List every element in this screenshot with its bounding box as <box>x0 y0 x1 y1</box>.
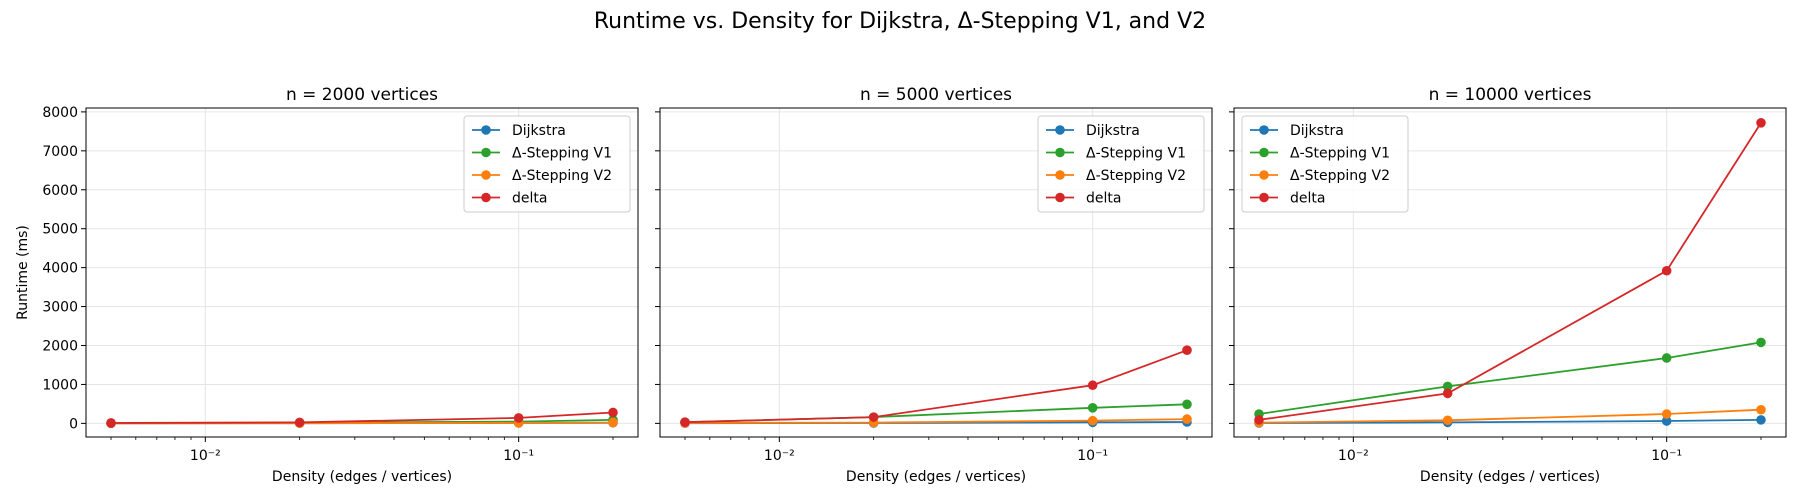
data-point-stepping-v2 <box>1182 414 1192 424</box>
x-tick-label: 10⁻² <box>190 448 221 464</box>
data-point-delta <box>608 407 618 418</box>
data-point-delta <box>1756 117 1766 128</box>
x-tick-label: 10⁻¹ <box>503 448 534 464</box>
data-point-delta <box>680 417 690 428</box>
data-point-delta <box>294 417 305 428</box>
panel-title: n = 10000 vertices <box>1429 85 1592 105</box>
legend-label: Dijkstra <box>512 123 566 139</box>
data-point-stepping-v1 <box>1756 337 1766 348</box>
panel-title: n = 2000 vertices <box>286 85 438 105</box>
data-point-stepping-v1 <box>1182 399 1192 410</box>
x-tick-label: 10⁻¹ <box>1651 448 1682 464</box>
legend-label: Δ-Stepping V2 <box>512 168 612 184</box>
data-point-stepping-v2 <box>1756 404 1766 415</box>
data-point-stepping-v2 <box>1661 409 1672 419</box>
series-line-stepping-v2 <box>684 418 1188 424</box>
data-point-stepping-v1 <box>1661 353 1672 363</box>
data-point-delta <box>1661 265 1672 276</box>
data-point-dijkstra <box>1756 415 1766 425</box>
x-axis-label: Density (edges / vertices) <box>272 469 452 485</box>
legend-label: delta <box>1086 191 1121 207</box>
legend-marker <box>481 170 491 180</box>
data-point-stepping-v1 <box>1442 381 1453 392</box>
data-point-delta <box>1254 415 1264 425</box>
x-tick-label: 10⁻² <box>764 448 795 464</box>
legend-label: Δ-Stepping V1 <box>512 146 612 162</box>
y-tick-label: 8000 <box>42 105 78 121</box>
figure-title: Runtime vs. Density for Dijkstra, Δ-Step… <box>594 9 1206 34</box>
legend-marker <box>1259 147 1269 158</box>
series-line-delta <box>1258 122 1762 421</box>
data-point-delta <box>1442 388 1453 399</box>
data-point-delta <box>106 418 116 428</box>
legend-marker <box>1055 192 1065 203</box>
legend-marker <box>481 192 491 203</box>
y-tick-label: 6000 <box>42 183 78 199</box>
legend: Dijkstra Δ-Stepping V1 Δ-Stepping V2 delta <box>463 115 631 213</box>
y-tick-label: 5000 <box>42 222 78 238</box>
panel-3: 10⁻² 10⁻¹ n = 10000 vertices Density (edges… <box>1229 85 1787 485</box>
legend-marker <box>1259 125 1269 135</box>
data-point-delta <box>868 412 879 422</box>
legend-marker <box>1055 147 1065 158</box>
plot-frame <box>85 107 639 438</box>
x-tick-label: 10⁻² <box>1338 448 1369 464</box>
legend-label: Δ-Stepping V2 <box>1290 168 1390 184</box>
legend-label: delta <box>512 191 547 207</box>
panel-title: n = 5000 vertices <box>860 85 1012 105</box>
y-axis-label: Runtime (ms) <box>15 225 31 320</box>
data-point-delta <box>513 413 524 423</box>
y-tick-label: 1000 <box>42 377 78 393</box>
legend-marker <box>481 125 491 135</box>
legend-box <box>1241 115 1409 213</box>
y-tick-label: 2000 <box>42 339 78 355</box>
data-point-delta <box>1087 380 1098 391</box>
plot-frame <box>659 107 1213 438</box>
y-tick-label: 0 <box>69 416 78 432</box>
legend-label: Dijkstra <box>1086 123 1140 139</box>
legend-box <box>463 115 631 213</box>
series-line-delta <box>110 411 614 424</box>
series-line-delta <box>684 349 1188 424</box>
data-point-stepping-v2 <box>1442 415 1453 426</box>
series-line-dijkstra <box>1258 419 1762 424</box>
legend-box <box>1037 115 1205 213</box>
y-tick-label: 7000 <box>42 144 78 160</box>
y-tick-label: 4000 <box>42 261 78 277</box>
legend-label: Δ-Stepping V1 <box>1290 146 1390 162</box>
legend-marker <box>1259 192 1269 203</box>
legend-label: Δ-Stepping V1 <box>1086 146 1186 162</box>
series-line-stepping-v1 <box>1258 341 1762 415</box>
data-point-stepping-v2 <box>608 417 618 428</box>
legend-label: Dijkstra <box>1290 123 1344 139</box>
panel-1: 0 1000 2000 3000 4000 5000 6000 7000 8000 10⁻² 10⁻… <box>15 85 639 485</box>
legend-marker <box>1055 125 1065 135</box>
x-tick-label: 10⁻¹ <box>1077 448 1108 464</box>
panel-2: 10⁻² 10⁻¹ n = 5000 vertices Density (edges … <box>655 85 1213 485</box>
series-line-stepping-v2 <box>1258 408 1762 424</box>
legend-marker <box>481 147 491 158</box>
legend: Dijkstra Δ-Stepping V1 Δ-Stepping V2 delta <box>1241 115 1409 213</box>
legend-label: delta <box>1290 191 1325 207</box>
data-point-stepping-v1 <box>1087 402 1098 413</box>
legend-label: Δ-Stepping V2 <box>1086 168 1186 184</box>
data-point-stepping-v2 <box>1087 415 1098 426</box>
x-axis-label: Density (edges / vertices) <box>1420 469 1600 485</box>
data-point-delta <box>1182 345 1192 355</box>
plot-frame <box>1233 107 1787 438</box>
x-axis-label: Density (edges / vertices) <box>846 469 1026 485</box>
data-point-dijkstra <box>1661 416 1672 426</box>
legend-marker <box>1259 170 1269 180</box>
y-tick-label: 3000 <box>42 300 78 316</box>
legend-marker <box>1055 170 1065 180</box>
legend: Dijkstra Δ-Stepping V1 Δ-Stepping V2 delta <box>1037 115 1205 213</box>
